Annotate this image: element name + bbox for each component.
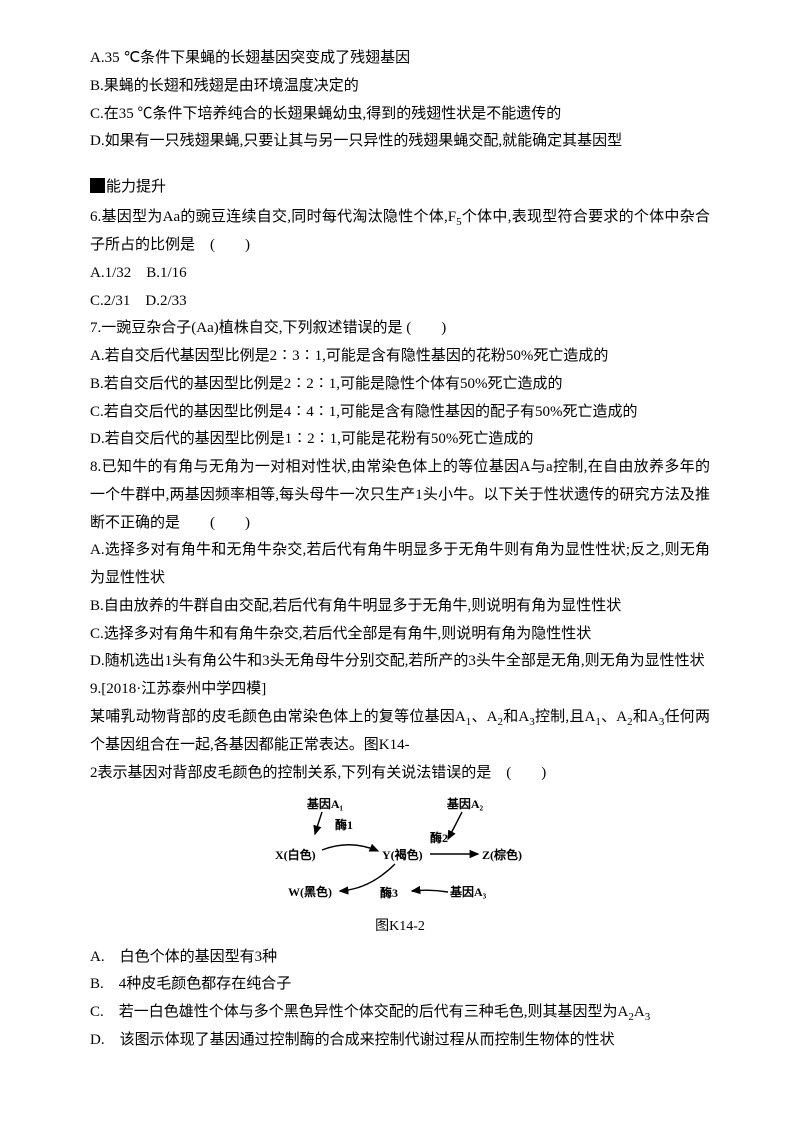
page: A.35 ℃条件下果蝇的长翅基因突变成了残翅基因 B.果蝇的长翅和残翅是由环境温…	[0, 0, 800, 1095]
t: 某哺乳动物背部的皮毛颜色由常染色体上的复等位基因A	[90, 709, 466, 725]
node-y: Y(褐色)	[382, 847, 423, 862]
q8-option-c: C.选择多对有角牛和有角牛杂交,若后代全部是有角牛,则说明有角为隐性性状	[90, 621, 710, 649]
q5-option-b: B.果蝇的长翅和残翅是由环境温度决定的	[90, 73, 710, 101]
node-w: W(黑色)	[288, 884, 332, 899]
q6-stem-a: 6.基因型为Aa的豌豆连续自交,同时每代淘汰隐性个体,F	[90, 209, 456, 225]
enzyme1-label: 酶1	[335, 817, 353, 832]
q7-option-c: C.若自交后代的基因型比例是4∶4∶1,可能是含有隐性基因的配子有50%死亡造成…	[90, 399, 710, 427]
q5-option-c: C.在35 ℃条件下培养纯合的长翅果蝇幼虫,得到的残翅性状是不能遗传的	[90, 101, 710, 129]
section-heading: 能力提升	[90, 174, 710, 202]
q8-option-b: B.自由放养的牛群自由交配,若后代有角牛明显多于无角牛,则说明有角为显性性状	[90, 593, 710, 621]
s: 3	[645, 1011, 651, 1023]
q9-option-a: A. 白色个体的基因型有3种	[90, 944, 710, 972]
node-z: Z(棕色)	[482, 847, 522, 862]
figure-caption: 图K14-2	[90, 914, 710, 940]
q9-figure: 基因A₁ 酶1 基因A₂ 酶2 X(白色) Y(褐色) Z(棕色) W(黑色) …	[90, 794, 710, 914]
t: C. 若一白色雄性个体与多个黑色异性个体交配的后代有三种毛色,则其基因型为A	[90, 1004, 628, 1020]
q6-options-cd: C.2/31 D.2/33	[90, 288, 710, 316]
q9-stem-line2: 2表示基因对背部皮毛颜色的控制关系,下列有关说法错误的是 ( )	[90, 760, 710, 788]
q9-source: 9.[2018·江苏泰州中学四模]	[90, 676, 710, 704]
q5-option-d: D.如果有一只残翅果蝇,只要让其与另一只异性的残翅果蝇交配,就能确定其基因型	[90, 128, 710, 156]
gene-a2-label: 基因A₂	[446, 796, 484, 811]
enzyme3-label: 酶3	[380, 885, 398, 900]
t: A	[634, 1004, 645, 1020]
q6-options-ab: A.1/32 B.1/16	[90, 260, 710, 288]
q8-option-a: A.选择多对有角牛和无角牛杂交,若后代有角牛明显多于无角牛则有角为显性性状;反之…	[90, 537, 710, 593]
gene-a3-label: 基因A₃	[449, 884, 487, 899]
t: 和A	[503, 709, 529, 725]
t: 控制,且A	[535, 709, 596, 725]
q7-stem: 7.一豌豆杂合子(Aa)植株自交,下列叙述错误的是 ( )	[90, 315, 710, 343]
q9-option-d: D. 该图示体现了基因通过控制酶的合成来控制代谢过程从而控制生物体的性状	[90, 1027, 710, 1055]
q7-option-b: B.若自交后代的基因型比例是2∶2∶1,可能是隐性个体有50%死亡造成的	[90, 371, 710, 399]
t: 和A	[633, 709, 659, 725]
node-x: X(白色)	[275, 847, 316, 862]
section-heading-text: 能力提升	[106, 179, 166, 195]
q9-option-b: B. 4种皮毛颜色都存在纯合子	[90, 971, 710, 999]
q8-stem: 8.已知牛的有角与无角为一对相对性状,由常染色体上的等位基因A与a控制,在自由放…	[90, 454, 710, 537]
diagram-svg: 基因A₁ 酶1 基因A₂ 酶2 X(白色) Y(褐色) Z(棕色) W(黑色) …	[250, 794, 550, 914]
t: 、A	[601, 709, 627, 725]
q8-option-d: D.随机选出1头有角公牛和3头无角母牛分别交配,若所产的3头牛全部是无角,则无角…	[90, 648, 710, 676]
t: 、A	[471, 709, 497, 725]
q9-stem-line1: 某哺乳动物背部的皮毛颜色由常染色体上的复等位基因A1、A2和A3控制,且A1、A…	[90, 704, 710, 760]
q5-option-a: A.35 ℃条件下果蝇的长翅基因突变成了残翅基因	[90, 45, 710, 73]
enzyme2-label: 酶2	[430, 830, 448, 845]
q7-option-a: A.若自交后代基因型比例是2∶3∶1,可能是含有隐性基因的花粉50%死亡造成的	[90, 343, 710, 371]
q6-stem: 6.基因型为Aa的豌豆连续自交,同时每代淘汰隐性个体,F5个体中,表现型符合要求…	[90, 204, 710, 260]
q9-option-c: C. 若一白色雄性个体与多个黑色异性个体交配的后代有三种毛色,则其基因型为A2A…	[90, 999, 710, 1027]
q7-option-d: D.若自交后代的基因型比例是1∶2∶1,可能是花粉有50%死亡造成的	[90, 426, 710, 454]
gene-a1-label: 基因A₁	[306, 796, 344, 811]
square-icon	[90, 178, 105, 193]
